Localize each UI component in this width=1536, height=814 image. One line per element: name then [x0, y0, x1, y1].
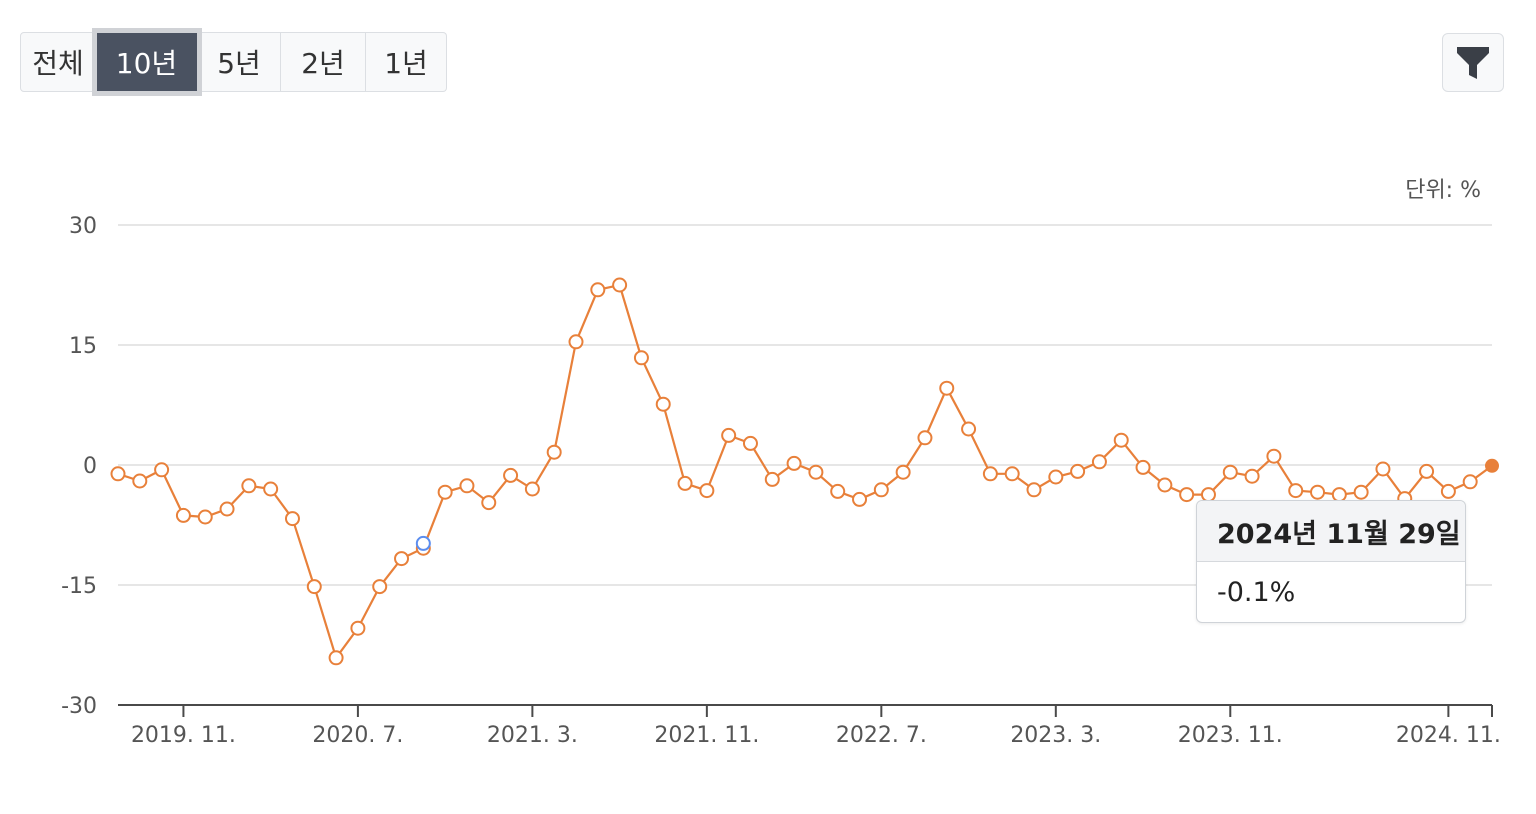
data-point	[895, 464, 911, 480]
x-tick-label: 2020. 7.	[312, 723, 403, 748]
data-point	[394, 551, 410, 567]
data-point	[328, 650, 344, 666]
data-point	[241, 478, 257, 494]
data-point	[917, 430, 933, 446]
y-tick-label: 30	[69, 214, 97, 239]
x-tick-label: 2021. 11.	[654, 723, 759, 748]
data-point	[1244, 468, 1260, 484]
data-point	[1091, 454, 1107, 470]
range-10y-button[interactable]: 10년	[92, 28, 202, 96]
data-point	[1157, 477, 1173, 493]
data-point	[1222, 464, 1238, 480]
x-tick-label: 2021. 3.	[487, 723, 578, 748]
data-point	[1440, 483, 1456, 499]
data-point	[481, 495, 497, 511]
data-point	[175, 507, 191, 523]
data-tooltip: 2024년 11월 29일 -0.1%	[1196, 500, 1466, 623]
range-all-button[interactable]: 전체	[20, 32, 96, 92]
x-tick-label: 2023. 11.	[1178, 723, 1283, 748]
x-tick-label: 2019. 11.	[131, 723, 236, 748]
range-1y-button[interactable]: 1년	[366, 32, 447, 92]
data-point	[110, 466, 126, 482]
highlighted-data-point	[415, 535, 431, 551]
data-point	[197, 509, 213, 525]
tooltip-value: -0.1%	[1217, 576, 1296, 608]
y-tick-label: 15	[69, 334, 97, 359]
data-point	[1288, 483, 1304, 499]
data-point	[154, 462, 170, 478]
data-point	[961, 421, 977, 437]
period-range-selector: 전체 10년 5년 2년 1년	[20, 28, 447, 96]
series-line	[117, 283, 1493, 661]
data-point	[1462, 474, 1478, 490]
data-point	[808, 464, 824, 480]
y-tick-label: -15	[61, 574, 97, 599]
data-point	[568, 334, 584, 350]
data-point	[524, 481, 540, 497]
data-point	[633, 350, 649, 366]
data-point	[1135, 459, 1151, 475]
range-2y-button[interactable]: 2년	[281, 32, 366, 92]
filter-button[interactable]	[1442, 33, 1504, 92]
unit-label: 단위: %	[1405, 178, 1481, 203]
data-point	[1266, 448, 1282, 464]
y-tick-label: -30	[61, 694, 97, 719]
data-point	[437, 484, 453, 500]
data-point	[1026, 482, 1042, 498]
x-tick-label: 2023. 3.	[1010, 723, 1101, 748]
data-point	[459, 478, 475, 494]
data-point	[786, 455, 802, 471]
data-point	[1070, 463, 1086, 479]
data-point	[350, 620, 366, 636]
x-tick-label: 2022. 7.	[836, 723, 927, 748]
data-point	[284, 511, 300, 527]
data-point	[1004, 466, 1020, 482]
data-point	[721, 427, 737, 443]
data-point	[1048, 469, 1064, 485]
data-point	[1113, 432, 1129, 448]
y-tick-label: 0	[83, 454, 97, 479]
data-point	[1375, 461, 1391, 477]
data-point	[372, 579, 388, 595]
data-point	[1310, 484, 1326, 500]
range-5y-button[interactable]: 5년	[198, 32, 281, 92]
data-point	[263, 481, 279, 497]
data-point	[830, 483, 846, 499]
data-point	[852, 491, 868, 507]
data-point	[132, 473, 148, 489]
tooltip-date: 2024년 11월 29일	[1197, 501, 1465, 562]
data-point	[219, 501, 235, 517]
data-point	[590, 282, 606, 298]
data-point	[503, 467, 519, 483]
data-point	[1353, 484, 1369, 500]
data-point	[982, 466, 998, 482]
data-point	[742, 435, 758, 451]
data-point	[939, 380, 955, 396]
data-point	[546, 444, 562, 460]
x-tick-label: 2024. 11.	[1396, 723, 1501, 748]
data-point	[764, 471, 780, 487]
data-point	[306, 579, 322, 595]
active-data-point	[1485, 458, 1499, 473]
data-point	[677, 475, 693, 491]
data-point	[612, 277, 628, 293]
data-point	[655, 396, 671, 412]
data-point	[699, 483, 715, 499]
filter-icon	[1457, 46, 1489, 79]
data-point	[873, 482, 889, 498]
data-point	[1419, 463, 1435, 479]
data-point	[1179, 487, 1195, 503]
